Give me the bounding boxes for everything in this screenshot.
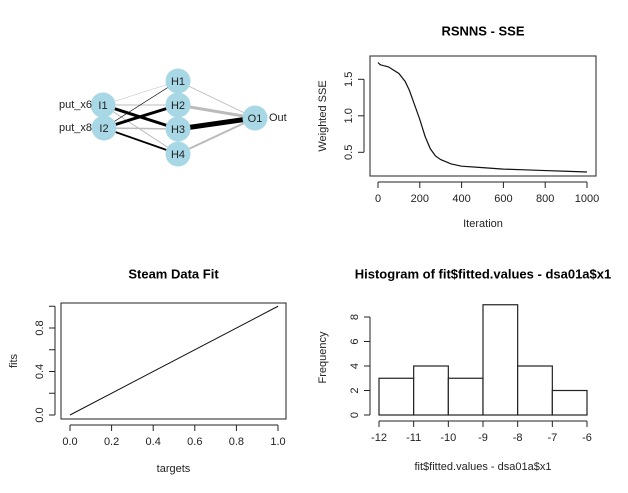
edge-I2-H2 — [103, 103, 179, 130]
edge-H2-O1 — [177, 103, 256, 120]
hist-x-tick-label: -10 — [440, 432, 456, 444]
edge-H3-O1 — [177, 115, 256, 132]
sse-y-label: Weighted SSE — [317, 80, 329, 151]
hist-y-tick-label: 0 — [349, 412, 361, 418]
fit-title: Steam Data Fit — [128, 266, 219, 281]
node-H1 — [165, 68, 191, 94]
fit-x-tick-label: 1.0 — [270, 436, 285, 448]
sse-x-tick-label: 800 — [536, 193, 554, 205]
edge-H4-O1 — [177, 117, 256, 155]
node-H3 — [165, 116, 191, 142]
node-label-H1: H1 — [171, 76, 185, 88]
input-label-I1: put_x6 — [59, 99, 92, 111]
node-H4 — [165, 141, 191, 167]
hist-x-tick-label: -8 — [513, 432, 523, 444]
hist-y-tick-label: 4 — [349, 363, 361, 369]
sse-y-tick-label: 1.0 — [343, 108, 355, 123]
edge-I1-H4 — [102, 104, 179, 155]
hist-bar — [551, 389, 588, 416]
fit-line — [69, 305, 279, 416]
output-label: Out — [269, 112, 287, 124]
node-label-I1: I1 — [98, 100, 107, 112]
sse-line — [377, 62, 588, 173]
network-diagram: I1 put_x6 I2 put_x8 H1 H2 H3 H4 O1 Out — [59, 68, 287, 167]
fit-y-tick-label: 0.4 — [34, 364, 46, 379]
hist-y-label: Frequency — [317, 331, 329, 383]
sse-x-tick-label: 400 — [452, 193, 470, 205]
fit-plot-box — [60, 302, 287, 420]
hist-x-tick-label: -7 — [547, 432, 557, 444]
node-O1 — [242, 105, 268, 131]
hist-bar — [482, 304, 519, 416]
fit-x-tick-label: 0.8 — [229, 436, 244, 448]
input-label-I2: put_x8 — [59, 122, 92, 134]
sse-x-tick-label: 0 — [375, 193, 381, 205]
fit-x-tick-label: 0.4 — [146, 436, 161, 448]
node-label-H4: H4 — [171, 149, 185, 161]
hist-bar — [378, 377, 415, 416]
sse-x-tick-label: 200 — [411, 193, 429, 205]
hist-y-tick-label: 2 — [349, 387, 361, 393]
sse-x-tick-label: 1000 — [575, 193, 599, 205]
fit-y-tick-label: 0.8 — [34, 320, 46, 335]
hist-title: Histogram of fit$fitted.values - dsa01a$… — [355, 266, 611, 281]
fit-x-label: targets — [157, 463, 191, 475]
fit-y-label: fits — [8, 353, 20, 368]
node-I2 — [91, 115, 117, 141]
hist-y-tick-label: 6 — [349, 338, 361, 344]
node-label-O1: O1 — [248, 113, 263, 125]
hist-x-tick-label: -9 — [478, 432, 488, 444]
node-I1 — [90, 92, 116, 118]
sse-x-label: Iteration — [463, 218, 503, 230]
edge-I2-H4 — [103, 127, 179, 155]
hist-x-tick-label: -6 — [582, 432, 592, 444]
sse-x-tick-label: 600 — [494, 193, 512, 205]
node-label-I2: I2 — [99, 123, 108, 135]
sse-y-tick-label: 1.5 — [343, 72, 355, 87]
hist-bar — [413, 365, 449, 416]
hist-bar — [517, 365, 553, 416]
node-H2 — [165, 92, 191, 118]
edge-I2-H1 — [103, 80, 179, 129]
hist-bar — [447, 377, 484, 416]
hist-y-tick-label: 8 — [349, 314, 361, 320]
hist-x-tick-label: -11 — [406, 432, 421, 444]
node-label-H2: H2 — [171, 100, 185, 112]
edge-H1-O1 — [177, 80, 256, 119]
fit-y-tick-label: 0.0 — [34, 407, 46, 422]
hist-x-label: fit$fitted.values - dsa01a$x1 — [415, 461, 552, 473]
sse-plot-box — [369, 55, 597, 177]
fit-x-tick-label: 0.0 — [62, 436, 77, 448]
sse-y-tick-label: 0.5 — [343, 145, 355, 160]
node-label-H3: H3 — [171, 124, 185, 136]
edge-I1-H1 — [102, 80, 179, 106]
fit-x-tick-label: 0.6 — [187, 436, 202, 448]
fit-x-tick-label: 0.2 — [104, 436, 119, 448]
sse-title: RSNNS - SSE — [441, 23, 524, 38]
hist-x-tick-label: -12 — [371, 432, 387, 444]
